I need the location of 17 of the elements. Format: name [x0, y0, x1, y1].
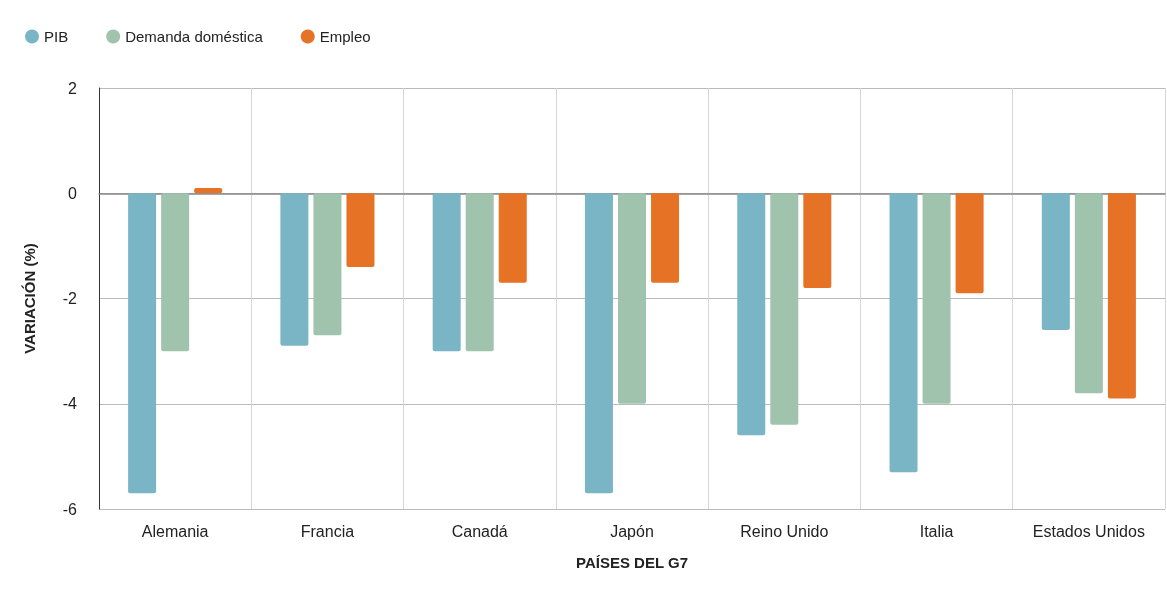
x-axis-title: PAÍSES DEL G7	[576, 554, 688, 571]
y-tick-label: -2	[62, 290, 78, 307]
x-tick-label: Japón	[610, 522, 654, 540]
y-tick-label: -6	[62, 500, 78, 518]
legend-label: Demanda doméstica	[125, 28, 264, 45]
y-axis-title: VARIACIÓN (%)	[21, 243, 38, 354]
x-tick-label: Francia	[300, 522, 355, 540]
y-tick-label: 0	[68, 184, 78, 202]
legend-label: Empleo	[319, 28, 371, 45]
y-tick-label: 2	[68, 79, 78, 97]
y-tick-label: -4	[62, 395, 78, 413]
legend-label: PIB	[44, 28, 69, 45]
x-tick-label: Canadá	[451, 522, 508, 540]
x-tick-label: Alemania	[141, 522, 209, 540]
x-tick-label: Estados Unidos	[1032, 522, 1145, 540]
x-tick-label: Italia	[919, 522, 954, 540]
x-tick-label: Reino Unido	[740, 522, 829, 540]
